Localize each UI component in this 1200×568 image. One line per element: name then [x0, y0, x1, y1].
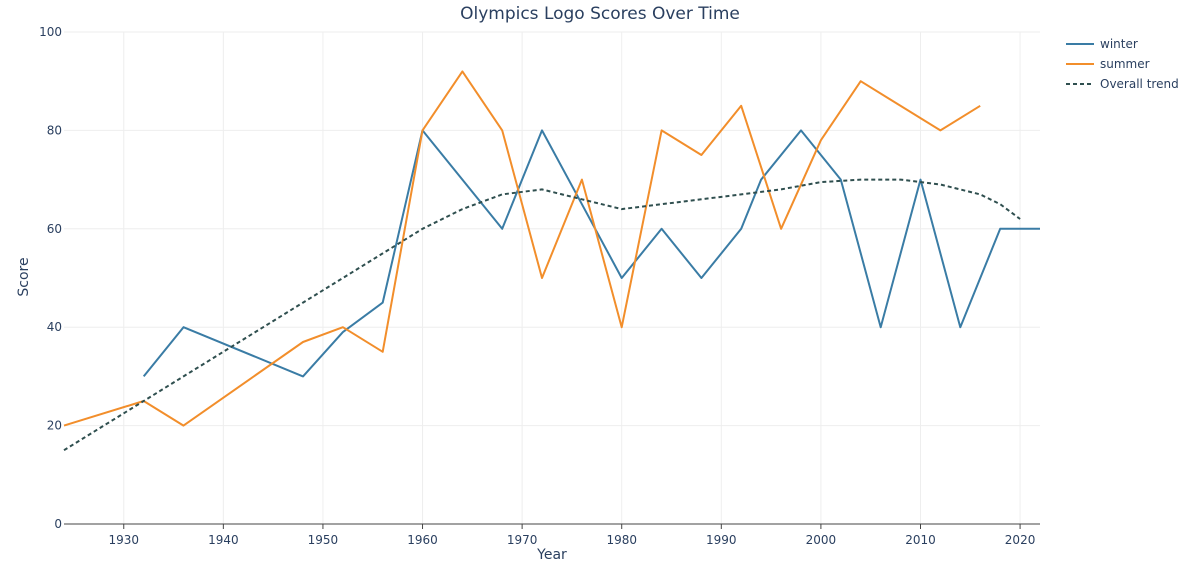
x-axis-title: Year — [536, 547, 567, 563]
y-tick-label: 60 — [47, 222, 62, 236]
series-line-summer — [63, 70, 981, 427]
chart-title: Olympics Logo Scores Over Time — [460, 4, 740, 24]
x-tick-label: 2000 — [806, 533, 837, 547]
legend-label: Overall trend — [1100, 77, 1179, 91]
x-tick-label: 2010 — [905, 533, 936, 547]
series-layer — [63, 70, 1040, 452]
y-tick-label: 80 — [47, 123, 62, 137]
series-line-overall-trend — [63, 178, 1021, 452]
y-tick-label: 100 — [39, 25, 62, 39]
axis-layer: 1930 1940 1950 1960 1970 1980 1990 2000 2010 2020… — [39, 25, 1040, 547]
x-tick-label: 1930 — [108, 533, 139, 547]
x-tick-label: 1970 — [507, 533, 538, 547]
y-tick-label: 20 — [47, 419, 62, 433]
x-tick-label: 1980 — [606, 533, 637, 547]
x-tick-label: 1960 — [407, 533, 438, 547]
x-tick-label: 2020 — [1005, 533, 1036, 547]
x-tick-label: 1990 — [706, 533, 737, 547]
legend-label: winter — [1100, 37, 1138, 51]
x-tick-label: 1940 — [208, 533, 239, 547]
series-line-winter — [142, 129, 1040, 378]
y-tick-label: 40 — [47, 320, 62, 334]
y-tick-label: 0 — [54, 517, 62, 531]
legend: winter summer Overall trend — [1066, 37, 1179, 91]
legend-label: summer — [1100, 57, 1150, 71]
x-tick-label: 1950 — [308, 533, 339, 547]
y-axis-title: Score — [16, 257, 32, 296]
